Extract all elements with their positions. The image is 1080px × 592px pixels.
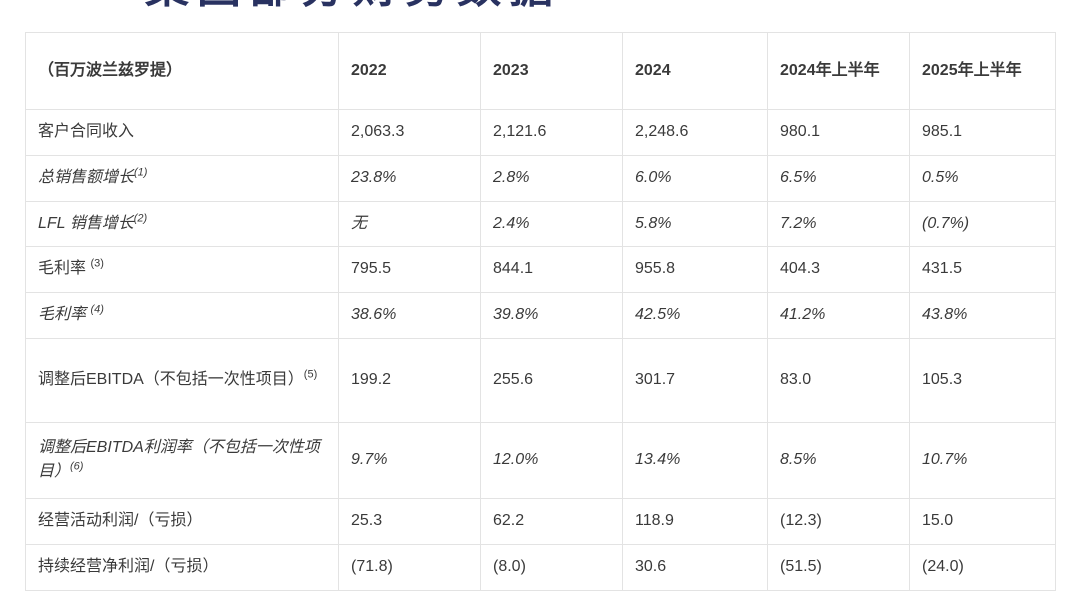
value-cell: 955.8 (622, 246, 768, 294)
footnote-superscript: (3) (90, 258, 104, 271)
column-header-2023: 2023 (480, 32, 623, 110)
table-header-row: （百万波兰兹罗提） 2022 2023 2024 2024年上半年 2025年上… (25, 32, 1056, 110)
table-row-total-sales-growth: 总销售额增长(1) 23.8% 2.8% 6.0% 6.5% 0.5% (25, 154, 1056, 202)
table-row-adjusted-ebitda: 调整后EBITDA（不包括一次性项目）(5) 199.2 255.6 301.7… (25, 337, 1056, 423)
footnote-superscript: (6) (70, 461, 84, 474)
column-header-2022: 2022 (338, 32, 481, 110)
value-cell: 6.5% (767, 154, 910, 202)
table-row-operating-profit: 经营活动利润/（亏损） 25.3 62.2 118.9 (12.3) 15.0 (25, 497, 1056, 545)
value-cell: 无 (338, 200, 481, 248)
row-label-cell: 毛利率 (4) (25, 292, 339, 339)
footnote-superscript: (1) (134, 166, 148, 179)
value-cell: 6.0% (622, 154, 768, 202)
row-label-cell: 总销售额增长(1) (25, 154, 339, 202)
table-row-adjusted-ebitda-margin: 调整后EBITDA利润率（不包括一次性项目）(6) 9.7% 12.0% 13.… (25, 421, 1056, 499)
table-row-lfl-sales-growth: LFL 销售增长(2) 无 2.4% 5.8% 7.2% (0.7%) (25, 200, 1056, 248)
value-cell: 404.3 (767, 246, 910, 294)
value-cell: 2.8% (480, 154, 623, 202)
column-header-2025h1: 2025年上半年 (909, 32, 1056, 110)
value-cell: 2,248.6 (622, 109, 768, 156)
column-header-2024: 2024 (622, 32, 768, 110)
footnote-superscript: (4) (90, 303, 104, 316)
value-cell: 10.7% (909, 421, 1056, 499)
value-cell: 2,063.3 (338, 109, 481, 156)
value-cell: 9.7% (338, 421, 481, 499)
table-row-gross-margin: 毛利率 (4) 38.6% 39.8% 42.5% 41.2% 43.8% (25, 292, 1056, 339)
row-label-cell: 调整后EBITDA（不包括一次性项目）(5) (25, 337, 339, 423)
row-label: 调整后EBITDA（不包括一次性项目） (38, 371, 304, 389)
value-cell: 43.8% (909, 292, 1056, 339)
value-cell: 844.1 (480, 246, 623, 294)
row-label-cell: 毛利率 (3) (25, 246, 339, 294)
table-row-revenue: 客户合同收入 2,063.3 2,121.6 2,248.6 980.1 985… (25, 109, 1056, 156)
row-label-cell: 调整后EBITDA利润率（不包括一次性项目）(6) (25, 421, 339, 499)
value-cell: 795.5 (338, 246, 481, 294)
value-cell: (8.0) (480, 543, 623, 591)
row-label: 调整后EBITDA利润率（不包括一次性项目） (38, 438, 320, 481)
value-cell: (71.8) (338, 543, 481, 591)
value-cell: 2.4% (480, 200, 623, 248)
row-label: 毛利率 (38, 306, 91, 324)
value-cell: (51.5) (767, 543, 910, 591)
value-cell: 118.9 (622, 497, 768, 545)
footnote-superscript: (5) (303, 368, 318, 381)
row-label-cell: 持续经营净利润/（亏损） (25, 543, 339, 591)
value-cell: (0.7%) (909, 200, 1056, 248)
value-cell: 7.2% (767, 200, 910, 248)
value-cell: 5.8% (622, 200, 768, 248)
row-label: 毛利率 (38, 260, 91, 278)
table-row-gross-profit: 毛利率 (3) 795.5 844.1 955.8 404.3 431.5 (25, 246, 1056, 294)
value-cell: 12.0% (480, 421, 623, 499)
value-cell: 15.0 (909, 497, 1056, 545)
value-cell: 8.5% (767, 421, 910, 499)
row-label-cell: 经营活动利润/（亏损） (25, 497, 339, 545)
value-cell: 13.4% (622, 421, 768, 499)
page-title: 集团部分财务数据 (145, 0, 561, 10)
value-cell: (24.0) (909, 543, 1056, 591)
value-cell: 25.3 (338, 497, 481, 545)
value-cell: 0.5% (909, 154, 1056, 202)
value-cell: 30.6 (622, 543, 768, 591)
financial-data-table: （百万波兰兹罗提） 2022 2023 2024 2024年上半年 2025年上… (25, 32, 1056, 591)
unit-header-cell: （百万波兰兹罗提） (25, 32, 339, 110)
value-cell: 105.3 (909, 337, 1056, 423)
value-cell: 255.6 (480, 337, 623, 423)
value-cell: 985.1 (909, 109, 1056, 156)
value-cell: 431.5 (909, 246, 1056, 294)
value-cell: (12.3) (767, 497, 910, 545)
row-label: 客户合同收入 (38, 123, 135, 140)
column-header-2024h1: 2024年上半年 (767, 32, 910, 110)
table-row-net-profit-continuing: 持续经营净利润/（亏损） (71.8) (8.0) 30.6 (51.5) (2… (25, 543, 1056, 591)
value-cell: 38.6% (338, 292, 481, 339)
row-label-cell: LFL 销售增长(2) (25, 200, 339, 248)
value-cell: 41.2% (767, 292, 910, 339)
row-label-cell: 客户合同收入 (25, 109, 339, 156)
value-cell: 980.1 (767, 109, 910, 156)
row-label: 持续经营净利润/（亏损） (38, 557, 219, 575)
value-cell: 62.2 (480, 497, 623, 545)
footnote-superscript: (2) (133, 212, 148, 225)
row-label: 总销售额增长 (38, 168, 135, 186)
value-cell: 2,121.6 (480, 109, 623, 156)
value-cell: 23.8% (338, 154, 481, 202)
value-cell: 83.0 (767, 337, 910, 423)
row-label: LFL 销售增长 (38, 214, 134, 232)
value-cell: 199.2 (338, 337, 481, 423)
value-cell: 301.7 (622, 337, 768, 423)
value-cell: 39.8% (480, 292, 623, 339)
value-cell: 42.5% (622, 292, 768, 339)
row-label: 经营活动利润/（亏损） (38, 511, 203, 529)
